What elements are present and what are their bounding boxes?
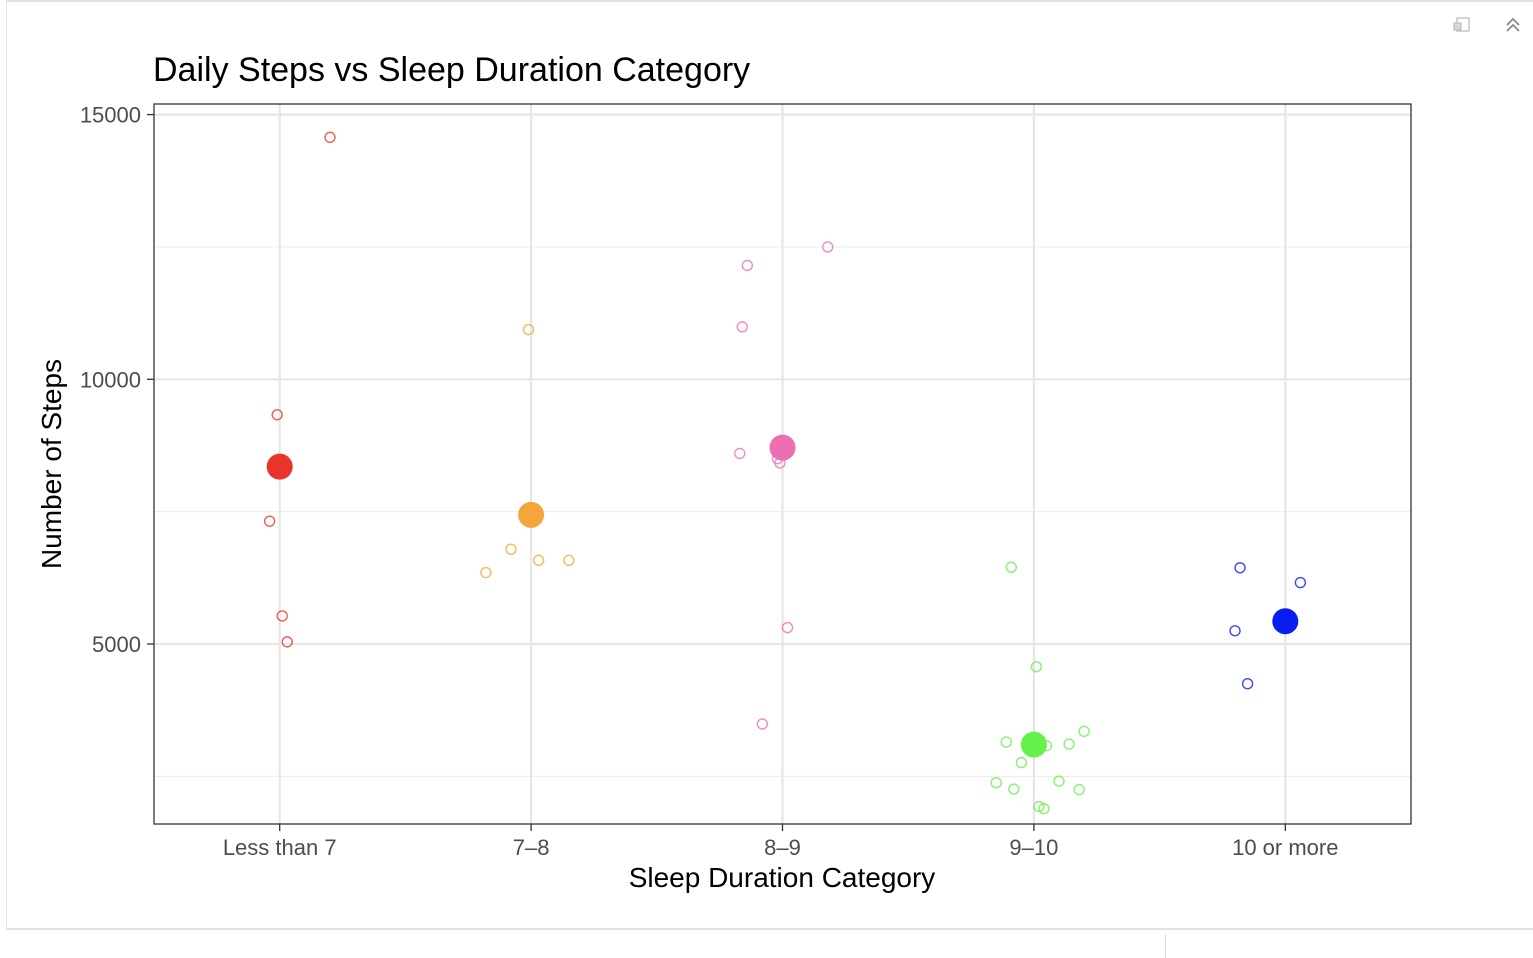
chart-title: Daily Steps vs Sleep Duration Category — [153, 51, 750, 89]
y-tick-label: 10000 — [80, 367, 141, 392]
mean-marker — [1272, 608, 1299, 635]
data-point — [505, 543, 517, 555]
data-point — [532, 554, 545, 567]
mean-marker — [518, 501, 545, 528]
data-point — [276, 610, 288, 622]
mean-marker — [1020, 731, 1047, 758]
data-point — [1038, 802, 1050, 815]
export-button[interactable] — [1451, 14, 1473, 36]
data-point — [1294, 576, 1307, 589]
data-point — [822, 241, 834, 253]
pane-divider — [1165, 934, 1166, 958]
data-point — [741, 259, 754, 272]
x-tick-label: 9–10 — [1009, 835, 1058, 860]
data-point — [1241, 678, 1254, 690]
data-point — [1229, 625, 1241, 637]
data-point — [1234, 562, 1246, 574]
bottom-pane-strip — [6, 928, 1533, 958]
x-tick-label: 7–8 — [513, 835, 550, 860]
data-point — [480, 566, 492, 579]
mean-marker — [266, 453, 293, 480]
data-point — [1000, 736, 1012, 748]
plot-area: 5000 10000 15000 Less than 7 7–8 8–9 9–10 10 or… — [80, 103, 1412, 860]
scatter-chart: Daily Steps vs Sleep Duration Category 5… — [36, 51, 1412, 893]
data-point — [281, 636, 293, 648]
data-point — [271, 409, 283, 421]
data-point — [1030, 661, 1043, 673]
x-axis-title: Sleep Duration Category — [629, 862, 936, 893]
mean-marker — [769, 434, 796, 461]
data-point — [1073, 783, 1085, 796]
data-point — [1008, 783, 1020, 795]
data-point — [1015, 756, 1028, 769]
data-point — [736, 321, 748, 333]
data-point — [781, 621, 794, 634]
data-point — [1063, 738, 1075, 750]
data-point — [263, 515, 276, 527]
data-point — [734, 447, 746, 460]
y-tick-label: 5000 — [92, 632, 141, 657]
data-point — [1005, 561, 1017, 573]
y-axis-title: Number of Steps — [36, 359, 67, 569]
data-point — [522, 323, 535, 336]
y-tick-label: 15000 — [80, 103, 141, 128]
data-point — [563, 554, 575, 567]
data-point — [1033, 800, 1045, 813]
x-tick-label: 8–9 — [764, 835, 801, 860]
export-icon — [1453, 17, 1470, 32]
chevron-up-double-icon — [1506, 17, 1520, 32]
data-point — [324, 131, 336, 144]
x-tick-label: 10 or more — [1232, 835, 1338, 860]
data-point — [990, 777, 1002, 789]
data-point — [756, 718, 769, 730]
data-point — [1053, 775, 1065, 787]
data-point — [1078, 725, 1090, 738]
x-tick-label: Less than 7 — [223, 835, 337, 860]
collapse-button[interactable] — [1502, 14, 1524, 36]
